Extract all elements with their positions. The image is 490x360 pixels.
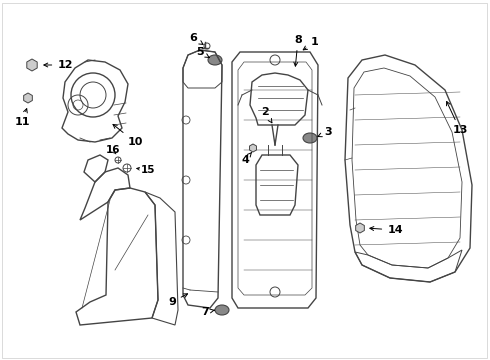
Text: 16: 16	[106, 145, 120, 155]
Polygon shape	[356, 223, 365, 233]
Text: 3: 3	[318, 127, 332, 137]
Text: 9: 9	[168, 294, 188, 307]
Text: 7: 7	[201, 307, 215, 317]
Text: 5: 5	[196, 47, 209, 58]
Text: 6: 6	[189, 33, 203, 44]
Polygon shape	[27, 59, 37, 71]
Ellipse shape	[208, 55, 222, 65]
Text: 13: 13	[446, 102, 467, 135]
Text: 4: 4	[241, 152, 252, 165]
Polygon shape	[249, 144, 256, 152]
Text: 2: 2	[261, 107, 272, 123]
Text: 11: 11	[14, 109, 30, 127]
Text: 8: 8	[294, 35, 302, 66]
Text: 15: 15	[141, 165, 155, 175]
Text: 10: 10	[113, 125, 143, 147]
Text: 1: 1	[303, 37, 319, 50]
Text: 12: 12	[44, 60, 73, 70]
Text: 14: 14	[370, 225, 403, 235]
Ellipse shape	[215, 305, 229, 315]
Ellipse shape	[303, 133, 317, 143]
Polygon shape	[24, 93, 32, 103]
